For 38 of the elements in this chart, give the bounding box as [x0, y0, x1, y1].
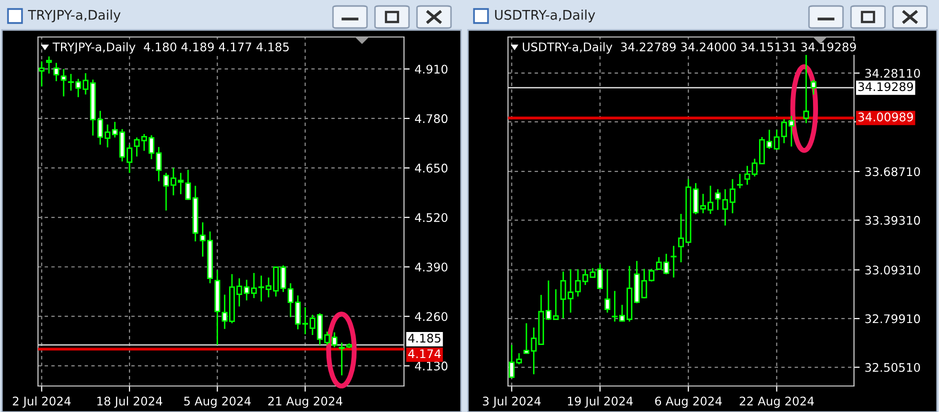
- x-tick-label: 5 Aug 2024: [184, 396, 251, 408]
- y-tick-label: 33.39310: [865, 216, 920, 225]
- y-tick-label: 4.650: [414, 164, 448, 173]
- x-tick-label: 3 Jul 2024: [482, 396, 541, 408]
- x-tick-label: 22 Aug 2024: [740, 396, 814, 408]
- candlestick: [670, 245, 677, 278]
- y-tick-label: 4.390: [414, 262, 448, 272]
- y-tick-label: 32.79910: [865, 314, 920, 324]
- x-tick-label: 6 Aug 2024: [655, 396, 722, 408]
- ref-line-label: 4.174: [408, 349, 441, 358]
- y-tick-label: 4.780: [414, 114, 448, 124]
- x-tick-label: 19 Jul 2024: [568, 396, 633, 408]
- chart-title: USDTRY-a,Daily: [495, 10, 596, 22]
- y-tick-label: 4.260: [414, 312, 448, 322]
- y-tick-label: 4.520: [414, 213, 448, 222]
- y-tick-label: 33.68710: [865, 167, 920, 176]
- candlestick: [53, 62, 60, 82]
- candlestick: [810, 79, 816, 96]
- x-tick-label: 18 Jul 2024: [97, 396, 162, 408]
- chart-subtitle: TRYJPY-a,Daily 4.180 4.189 4.177 4.185: [52, 42, 289, 54]
- candlestick: [736, 173, 743, 189]
- y-tick-label: 33.09310: [865, 266, 920, 275]
- candlestick: [46, 56, 52, 74]
- y-tick-label: 32.50510: [865, 362, 920, 372]
- y-tick-label: 4.130: [414, 362, 448, 370]
- candlestick: [60, 68, 67, 98]
- ref-line-label: 4.185: [408, 334, 440, 343]
- ref-line-label: 34.00989: [858, 112, 913, 122]
- y-tick-label: 34.28110: [865, 68, 920, 78]
- x-tick-label: 2 Jul 2024: [12, 396, 71, 408]
- candlestick: [714, 188, 721, 211]
- candlestick: [604, 268, 610, 314]
- chart-title: TRYJPY-a,Daily: [28, 10, 121, 22]
- candlestick: [38, 60, 45, 88]
- y-tick-label: 4.910: [414, 64, 448, 74]
- x-tick-label: 21 Aug 2024: [268, 396, 342, 408]
- chart-subtitle: USDTRY-a,Daily 34.22789 34.24000 34.15131 34.19289: [522, 42, 856, 54]
- ref-line-label: 34.19289: [858, 82, 913, 92]
